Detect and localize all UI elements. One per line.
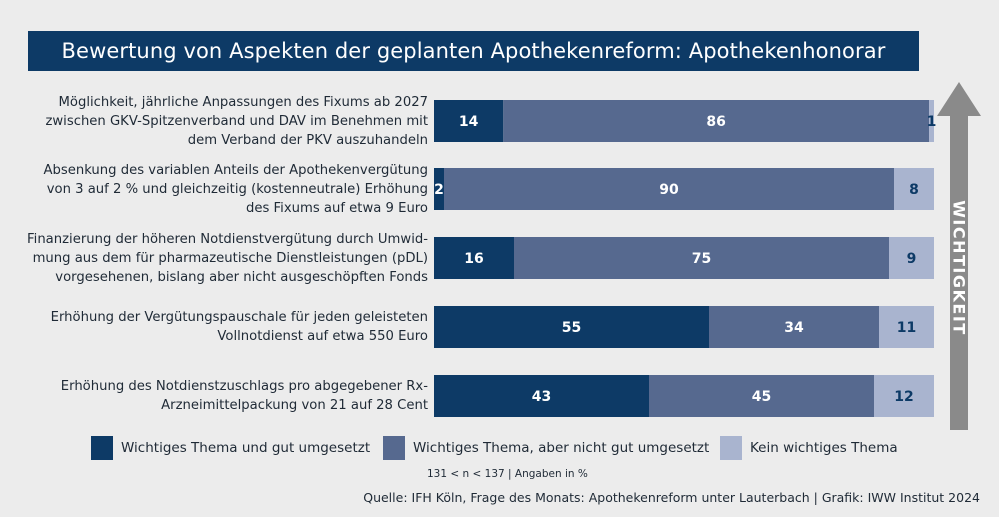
chart-title: Bewertung von Aspekten der geplanten Apo… [28,31,919,71]
legend-item-good: Wichtiges Thema und gut umgesetzt [91,436,370,460]
importance-axis-label: WICHTIGKEIT [949,200,969,336]
bar-segment-not-important [894,168,934,210]
category-label: Finanzierung der höheren Notdienstvergüt… [10,230,428,287]
bar-segment-good [434,168,444,210]
legend-item-not-important: Kein wichtiges Thema [720,436,898,460]
category-label-line: zwischen GKV-Spitzenverband und DAV im B… [45,113,428,129]
bar-segment-not-good [709,306,879,348]
category-label-line: des Fixums auf etwa 9 Euro [246,200,428,216]
category-label: Erhöhung der Vergütungspauschale für jed… [10,308,428,346]
legend-swatch-good [91,436,113,460]
category-label: Erhöhung des Notdienstzuschlags pro abge… [10,377,428,415]
bar-segment-good [434,237,514,279]
bar-segment-not-good [514,237,889,279]
category-label: Möglichkeit, jährliche Anpassungen des F… [10,93,428,150]
category-label-line: dem Verband der PKV auszuhandeln [187,132,428,148]
data-label-not-important: 9 [907,251,917,267]
category-label-line: Arzneimittelpackung von 21 auf 28 Cent [161,398,428,413]
bar-segment-not-important [889,237,934,279]
category-label-line: mung aus dem für pharmazeutische Dienstl… [32,250,428,266]
data-label-not-good: 90 [659,182,679,198]
data-label-not-good: 45 [752,389,771,405]
bar-segment-not-good [444,168,894,210]
category-label-line: Absenkung des variablen Anteils der Apot… [43,162,428,178]
category-label-line: Möglichkeit, jährliche Anpassungen des F… [58,94,428,110]
legend-item-not-good: Wichtiges Thema, aber nicht gut umgesetz… [383,436,709,460]
bar-segment-not-good [649,375,874,417]
bar-segment-not-important [929,100,934,142]
bar-segment-good [434,100,504,142]
data-label-good: 14 [459,114,479,130]
data-label-good: 2 [434,182,444,198]
legend-swatch-not-important [720,436,742,460]
category-label-line: Vollnotdienst auf etwa 550 Euro [217,329,428,344]
category-label-line: vorgesehenen, bislang aber nicht ausgesc… [55,269,428,285]
category-label-line: von 3 auf 2 % und gleichzeitig (kostenne… [46,181,428,197]
data-label-good: 43 [532,389,551,405]
data-label-not-important: 8 [909,182,919,198]
data-label-not-important: 12 [894,389,913,405]
data-label-not-good: 75 [692,251,711,267]
legend-label-good: Wichtiges Thema und gut umgesetzt [121,440,371,456]
category-label: Absenkung des variablen Anteils der Apot… [10,161,428,218]
category-label-line: Erhöhung des Notdienstzuschlags pro abge… [60,379,428,394]
data-label-not-good: 86 [706,114,725,130]
sample-note: 131 < n < 137 | Angaben in % [427,468,588,480]
data-label-not-important: 1 [927,114,937,130]
importance-arrow-icon [937,82,981,430]
bar-segment-good [434,375,649,417]
category-label-line: Erhöhung der Vergütungspauschale für jed… [50,310,428,325]
bar-segment-not-important [874,375,934,417]
data-label-good: 55 [562,320,581,336]
bar-segment-not-good [503,100,930,142]
source-note: Quelle: IFH Köln, Frage des Monats: Apot… [363,490,980,505]
legend-label-not-good: Wichtiges Thema, aber nicht gut umgesetz… [413,440,710,456]
legend-swatch-not-good [383,436,405,460]
bar-segment-good [434,306,709,348]
data-label-not-good: 34 [784,320,804,336]
data-label-not-important: 11 [897,320,916,336]
category-label-line: Finanzierung der höheren Notdienstvergüt… [27,231,428,247]
bar-segment-not-important [879,306,934,348]
data-label-good: 16 [464,251,483,267]
legend-label-not-important: Kein wichtiges Thema [750,440,898,456]
